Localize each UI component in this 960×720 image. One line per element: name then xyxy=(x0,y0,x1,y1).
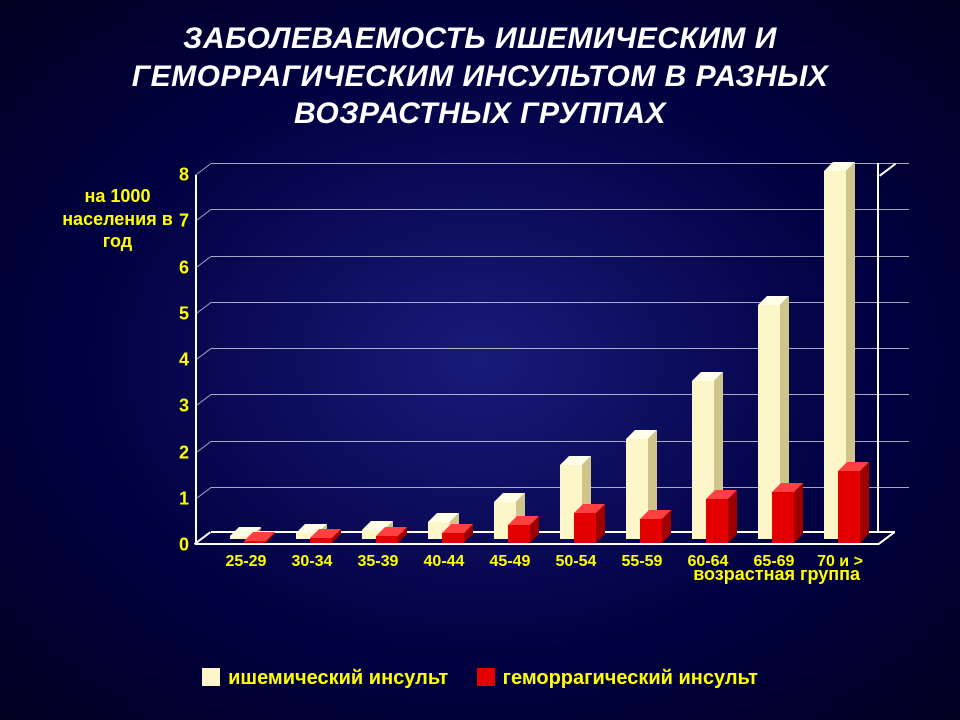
x-axis-label: возрастная группа xyxy=(693,564,860,585)
gridline-depth xyxy=(195,394,212,407)
y-tick-label: 4 xyxy=(167,350,189,371)
y-tick-label: 0 xyxy=(167,535,189,556)
gridline xyxy=(211,348,909,349)
legend-label: ишемический инсульт xyxy=(228,667,448,689)
gridline-depth xyxy=(195,302,212,315)
bar xyxy=(442,524,473,543)
y-tick-label: 5 xyxy=(167,303,189,324)
gridline-depth xyxy=(195,441,212,454)
x-tick-label: 50-54 xyxy=(543,553,609,571)
y-tick-label: 6 xyxy=(167,257,189,278)
legend: ишемический инсульт геморрагический инсу… xyxy=(0,667,960,690)
legend-item-hemorrhagic: геморрагический инсульт xyxy=(477,667,758,690)
bar xyxy=(706,490,737,543)
bar xyxy=(508,516,539,543)
gridline xyxy=(211,302,909,303)
y-tick-label: 3 xyxy=(167,396,189,417)
gridline xyxy=(211,256,909,257)
chart-container: на 1000 населения в год 01234567825-2930… xyxy=(60,175,900,605)
y-tick-label: 7 xyxy=(167,211,189,232)
gridline xyxy=(211,163,909,164)
bar xyxy=(838,462,869,543)
bar xyxy=(640,510,671,543)
plot-area: 01234567825-2930-3435-3940-4445-4950-545… xyxy=(195,175,895,545)
plot-corner xyxy=(879,163,896,177)
chart-title: ЗАБОЛЕВАЕМОСТЬ ИШЕМИЧЕСКИМ И ГЕМОРРАГИЧЕ… xyxy=(0,0,960,143)
bar xyxy=(376,527,407,543)
x-tick-label: 35-39 xyxy=(345,553,411,571)
gridline-depth xyxy=(195,163,212,176)
gridline-depth xyxy=(195,256,212,269)
bar xyxy=(574,504,605,543)
legend-swatch-hemorrhagic xyxy=(477,668,495,686)
gridline xyxy=(211,394,909,395)
gridline xyxy=(211,209,909,210)
bar xyxy=(310,529,341,543)
y-tick-label: 8 xyxy=(167,165,189,186)
x-tick-label: 30-34 xyxy=(279,553,345,571)
gridline xyxy=(211,441,909,442)
x-tick-label: 25-29 xyxy=(213,553,279,571)
x-tick-label: 45-49 xyxy=(477,553,543,571)
legend-item-ischemic: ишемический инсульт xyxy=(202,667,448,690)
y-axis-label: на 1000 населения в год xyxy=(60,185,175,253)
gridline-depth xyxy=(195,209,212,222)
y-tick-label: 2 xyxy=(167,442,189,463)
legend-swatch-ischemic xyxy=(202,668,220,686)
gridline-depth xyxy=(195,487,212,500)
legend-label: геморрагический инсульт xyxy=(503,667,758,689)
bar xyxy=(244,532,275,543)
gridline-depth xyxy=(195,348,212,361)
y-tick-label: 1 xyxy=(167,488,189,509)
x-tick-label: 55-59 xyxy=(609,553,675,571)
bar xyxy=(772,483,803,543)
x-tick-label: 40-44 xyxy=(411,553,477,571)
